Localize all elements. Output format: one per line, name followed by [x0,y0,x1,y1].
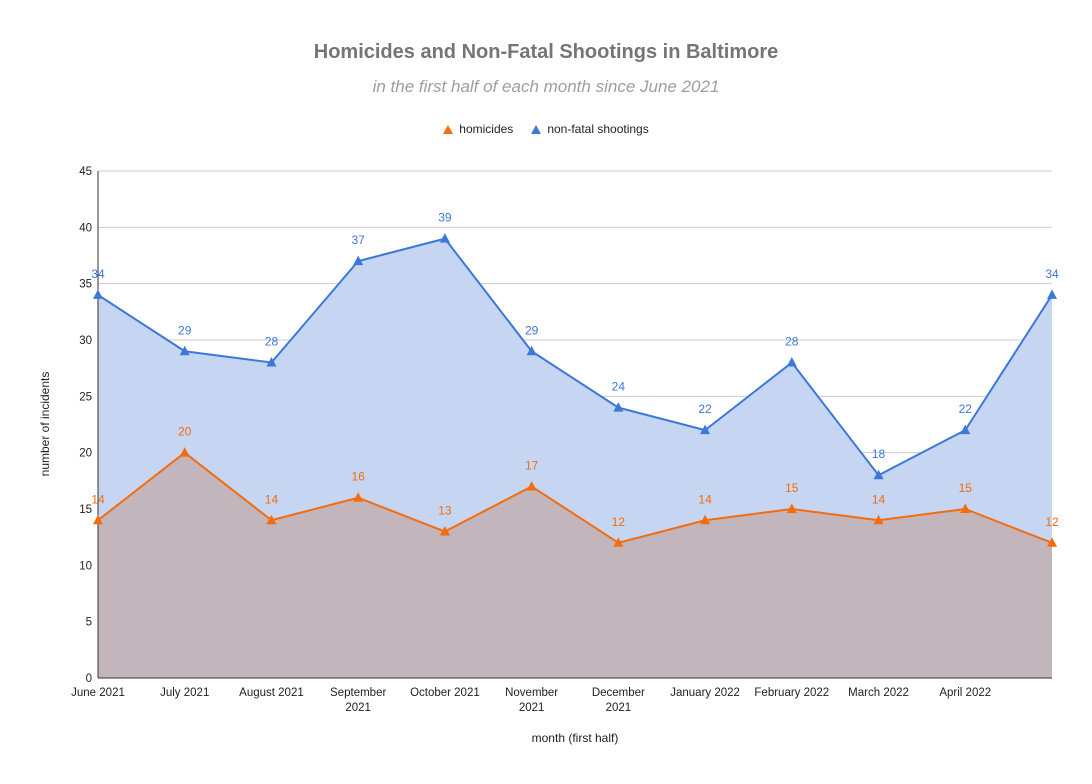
y-tick-label-35: 35 [79,279,92,291]
data-label-homicides-10: 15 [959,481,973,495]
legend-triangle-icon-homicides [443,124,454,134]
series-lines [97,237,1053,544]
data-label-non-fatal-shootings-9: 18 [872,447,886,461]
data-label-homicides-3: 16 [352,470,366,484]
data-label-homicides-2: 14 [265,492,279,506]
data-labels: 14 20 14 16 13 17 12 14 15 14 15 12 34 29 28 37 39 29 24 22… [91,211,1059,529]
data-label-homicides-9: 14 [872,492,886,506]
data-label-non-fatal-shootings-4: 39 [438,211,452,225]
marker-non-fatal-shootings-0 [93,289,103,299]
data-label-non-fatal-shootings-10: 22 [959,402,973,416]
line-non-fatal-shootings [97,237,1053,477]
legend-label-non-fatal-shootings: non-fatal shootings [547,122,649,136]
legend-item-non-fatal-shootings[interactable]: non-fatal shootings [531,122,649,136]
y-tick-label-40: 40 [79,222,92,234]
chart-subtitle: in the first half of each month since Ju… [372,77,720,96]
marker-homicides-5 [526,480,537,491]
marker-non-fatal-shootings-9 [873,469,884,480]
data-label-homicides-8: 15 [785,481,799,495]
marker-non-fatal-shootings-8 [786,357,797,367]
marker-homicides-4 [439,526,450,536]
data-label-homicides-11: 12 [1045,515,1059,529]
x-tick-label-6-line1: 2021 [606,702,632,714]
x-tick-label-9: March 2022 [848,687,909,699]
marker-non-fatal-shootings-5 [526,345,537,356]
y-tick-label-0: 0 [86,673,92,685]
x-tick-label-7: January 2022 [670,687,740,699]
data-label-homicides-5: 17 [525,458,539,472]
chart-title: Homicides and Non-Fatal Shootings in Bal… [313,41,779,63]
marker-non-fatal-shootings-6 [613,402,624,412]
y-tick-label-10: 10 [79,560,92,572]
x-tick-label-2: August 2021 [239,687,304,699]
data-label-non-fatal-shootings-7: 22 [698,402,712,416]
marker-non-fatal-shootings-10 [960,424,971,435]
data-label-homicides-0: 14 [91,492,105,506]
x-axis-title: month (first half) [532,731,619,745]
x-tick-label-6: December [592,687,645,699]
y-tick-label-5: 5 [86,617,92,629]
marker-homicides-6 [613,537,624,547]
marker-non-fatal-shootings-3 [353,255,364,266]
marker-homicides-2 [266,514,277,525]
data-label-homicides-1: 20 [178,425,192,439]
data-label-non-fatal-shootings-3: 37 [352,233,366,247]
x-tick-label-10: April 2022 [939,687,991,699]
data-label-non-fatal-shootings-8: 28 [785,335,799,349]
series-areas [98,238,1052,678]
data-label-non-fatal-shootings-1: 29 [178,323,192,337]
y-axis-title: number of incidents [38,372,52,477]
marker-homicides-0 [93,514,103,525]
series-markers [93,233,1057,547]
marker-non-fatal-shootings-1 [179,345,190,356]
marker-non-fatal-shootings-2 [266,357,277,367]
marker-homicides-11 [1047,537,1057,547]
data-label-non-fatal-shootings-5: 29 [525,323,539,337]
y-tick-label-45: 45 [79,166,92,178]
x-tick-label-0: June 2021 [71,687,125,699]
x-tick-label-5: November [505,687,558,699]
line-homicides [97,451,1053,544]
x-tick-label-1: July 2021 [160,687,209,699]
data-label-homicides-7: 14 [698,492,712,506]
legend: homicides non-fatal shootings [0,122,1092,136]
data-label-non-fatal-shootings-2: 28 [265,335,279,349]
marker-homicides-8 [786,503,797,513]
data-label-non-fatal-shootings-0: 34 [91,267,105,281]
data-label-homicides-4: 13 [438,504,452,518]
data-label-non-fatal-shootings-6: 24 [612,380,626,394]
legend-item-homicides[interactable]: homicides [443,122,513,136]
y-tick-label-25: 25 [79,391,92,403]
area-homicides [98,452,1052,678]
legend-triangle-icon-non-fatal-shootings [531,124,542,134]
y-tick-label-30: 30 [79,335,92,347]
y-tick-label-20: 20 [79,448,92,460]
data-label-non-fatal-shootings-11: 34 [1045,267,1059,281]
x-tick-label-3: September [330,687,386,699]
x-tick-label-4: October 2021 [410,687,480,699]
marker-non-fatal-shootings-4 [439,233,450,243]
marker-non-fatal-shootings-7 [700,424,711,435]
x-tick-label-8: February 2022 [754,687,829,699]
x-tick-label-5-line1: 2021 [519,702,545,714]
legend-label-homicides: homicides [459,122,514,136]
marker-homicides-3 [353,492,364,502]
marker-homicides-10 [960,503,971,513]
data-label-homicides-6: 12 [612,515,626,529]
marker-homicides-1 [179,447,190,457]
marker-non-fatal-shootings-11 [1047,289,1057,299]
tick-labels: 0 5 10 15 20 25 30 35 40 45 June 2021 July 2021 Augu… [71,166,991,714]
x-tick-label-3-line1: 2021 [345,702,371,714]
marker-homicides-9 [873,514,884,525]
marker-homicides-7 [700,514,711,525]
axes [97,171,1052,679]
y-tick-label-15: 15 [79,504,92,516]
